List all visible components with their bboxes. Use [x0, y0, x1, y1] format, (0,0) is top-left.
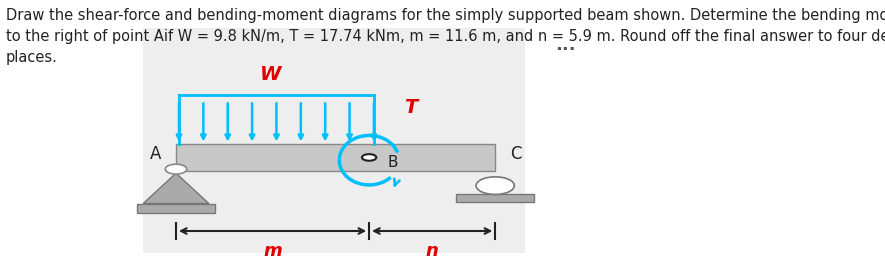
FancyBboxPatch shape	[137, 204, 215, 213]
Text: A: A	[150, 145, 161, 163]
Text: T: T	[404, 98, 418, 117]
Circle shape	[362, 154, 376, 161]
Polygon shape	[143, 173, 209, 204]
FancyBboxPatch shape	[457, 194, 534, 202]
Text: Draw the shear-force and bending-moment diagrams for the simply supported beam s: Draw the shear-force and bending-moment …	[6, 8, 885, 65]
Text: B: B	[387, 155, 397, 170]
Text: m: m	[263, 242, 282, 260]
Circle shape	[476, 177, 514, 194]
Circle shape	[165, 164, 187, 174]
Text: n: n	[426, 242, 439, 260]
Text: ...: ...	[555, 36, 576, 54]
FancyBboxPatch shape	[176, 144, 496, 170]
FancyBboxPatch shape	[143, 28, 525, 253]
Text: W: W	[259, 65, 281, 84]
Text: C: C	[511, 145, 522, 163]
